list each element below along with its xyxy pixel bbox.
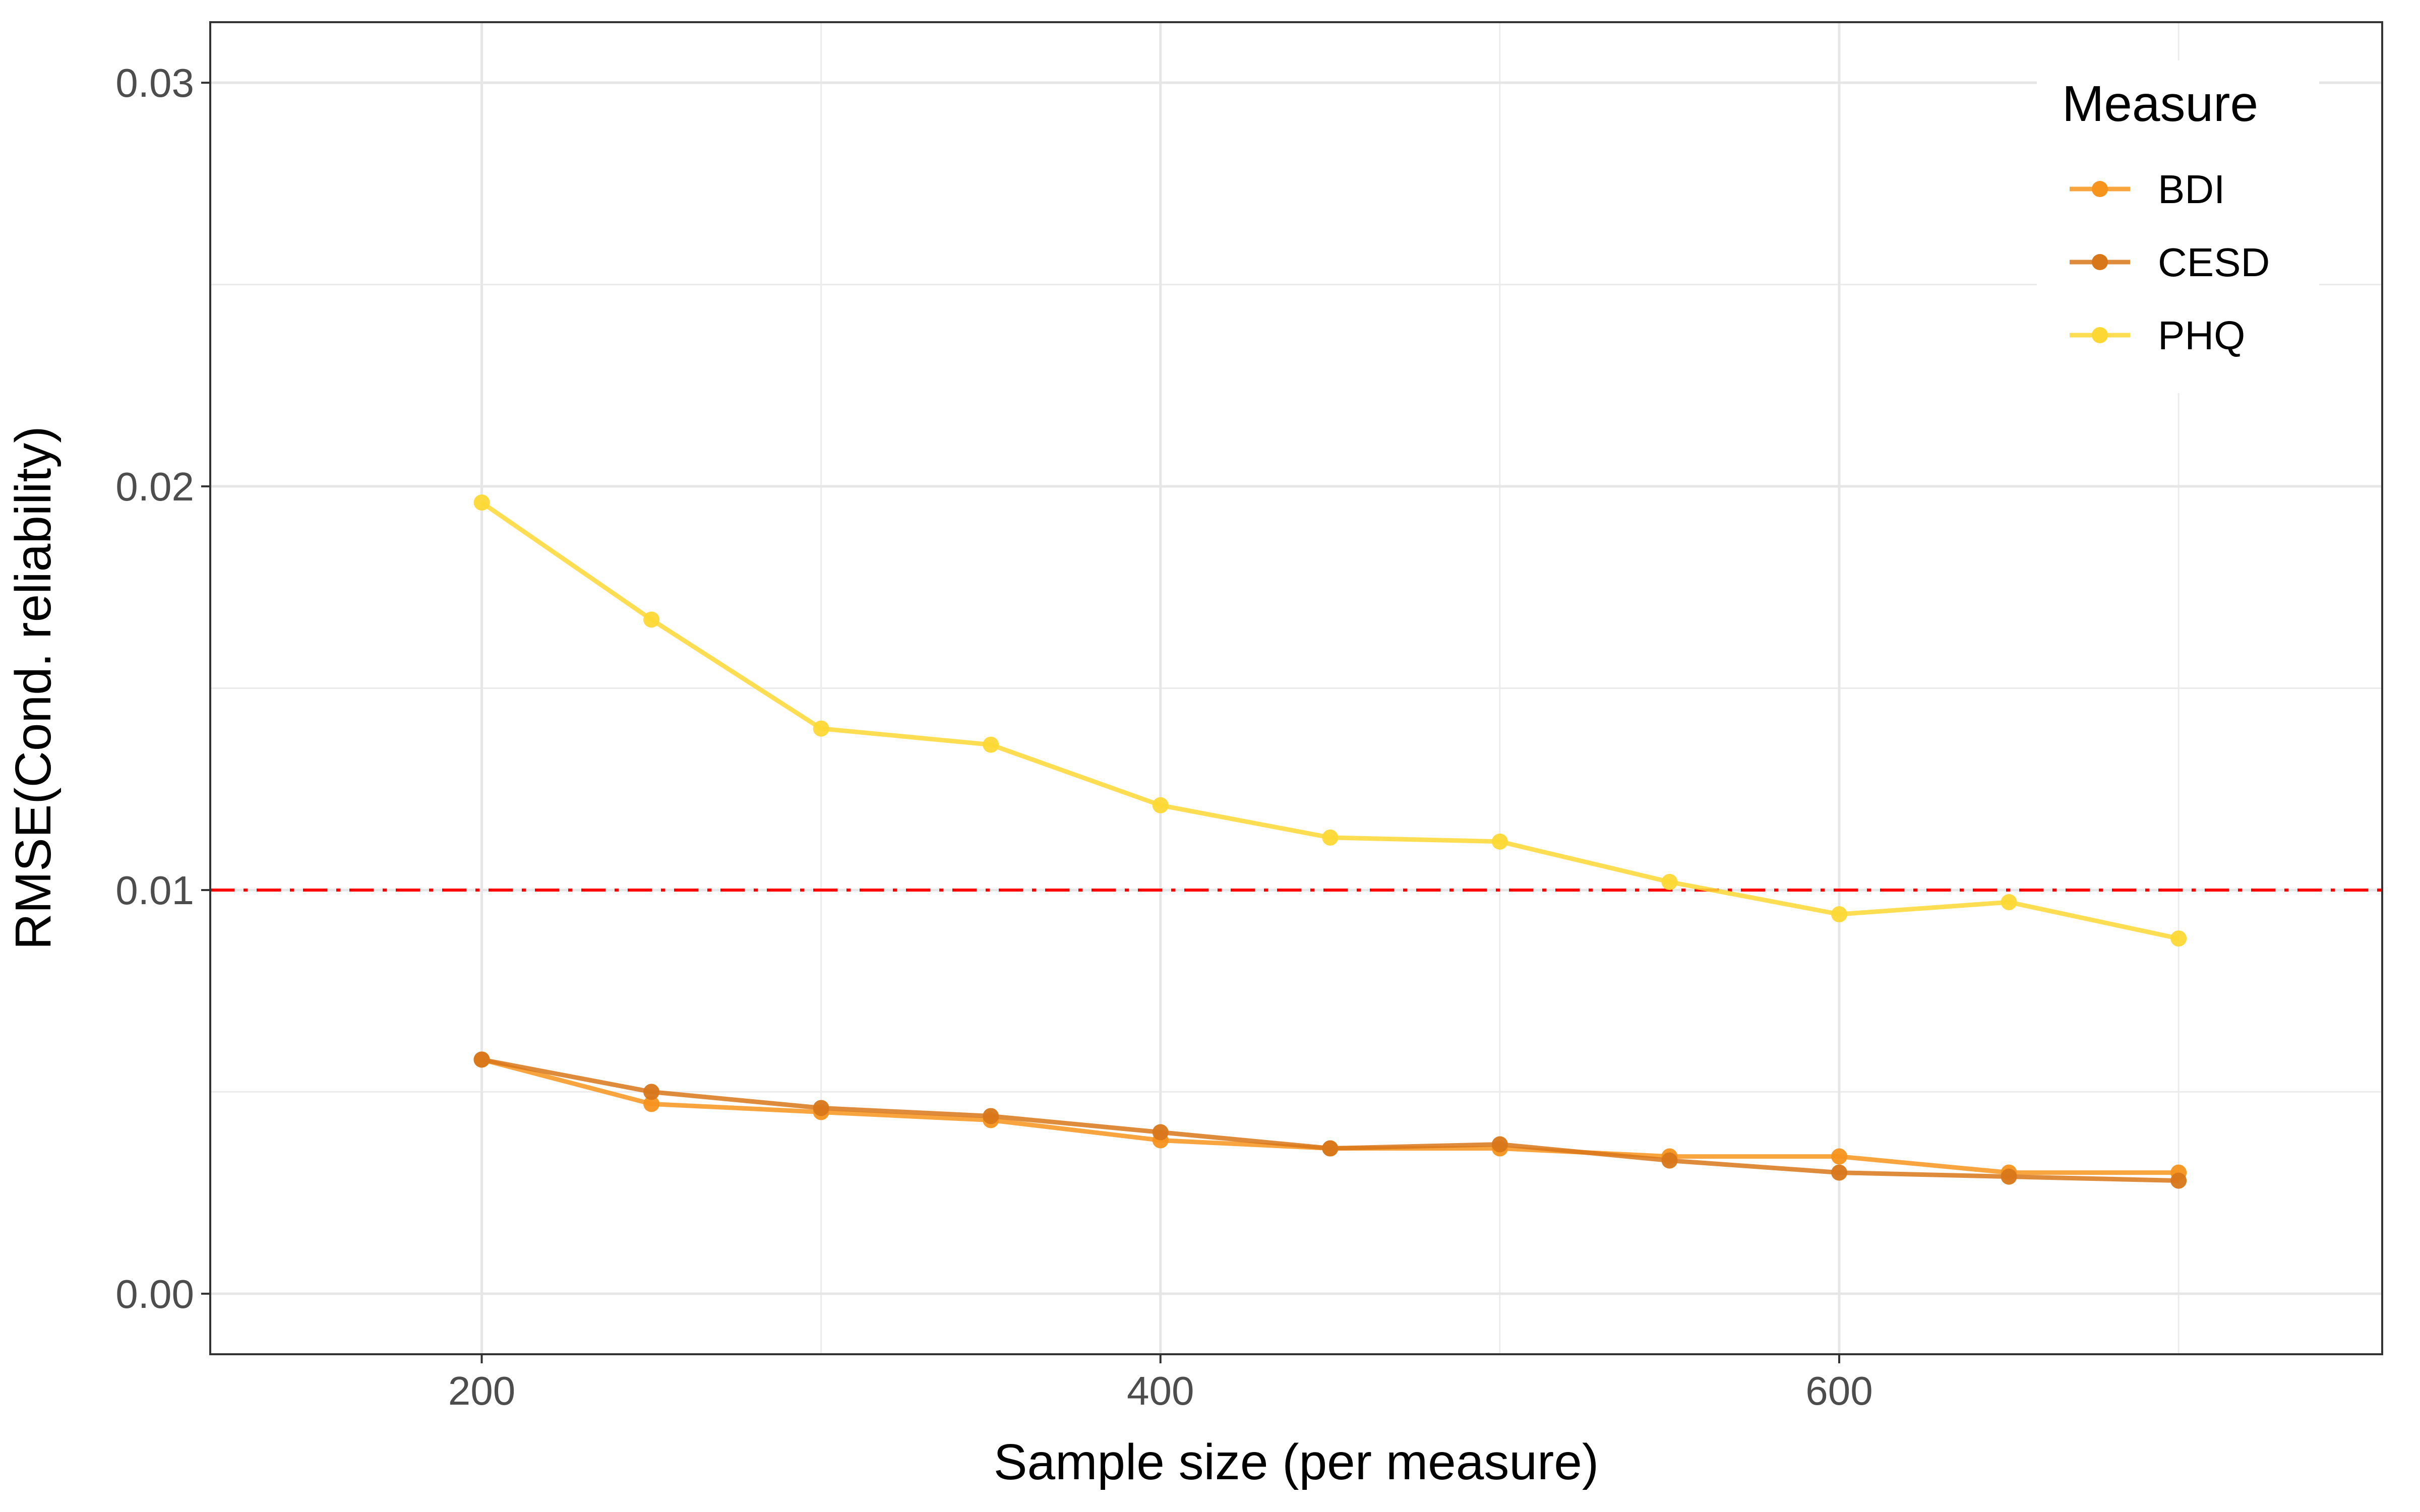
data-point-cesd <box>983 1108 999 1124</box>
data-point-phq <box>2170 930 2187 947</box>
legend-item-bdi: BDI <box>2070 167 2225 212</box>
minor-gridlines <box>210 22 2382 1354</box>
legend: Measure BDI CESD PHQ <box>2037 60 2319 393</box>
data-point-cesd <box>1661 1152 1678 1169</box>
data-point-cesd <box>1491 1136 1508 1153</box>
data-point-phq <box>1491 833 1508 850</box>
data-point-phq <box>2001 894 2017 910</box>
data-point-cesd <box>1322 1140 1339 1157</box>
legend-key-point <box>2092 181 2108 197</box>
y-axis-title: RMSE(Cond. reliability) <box>5 426 62 950</box>
data-point-phq <box>983 736 999 753</box>
data-point-phq <box>1831 906 1847 923</box>
y-tick-label: 0.00 <box>115 1272 194 1316</box>
data-point-cesd <box>643 1084 660 1100</box>
data-point-cesd <box>473 1051 490 1068</box>
data-point-bdi <box>1831 1148 1847 1165</box>
x-tick-label: 400 <box>1127 1368 1194 1413</box>
data-point-cesd <box>1831 1164 1847 1181</box>
x-tick-label: 600 <box>1805 1368 1872 1413</box>
series-layer <box>473 494 2187 1189</box>
legend-label: BDI <box>2158 167 2225 212</box>
data-point-cesd <box>813 1100 829 1116</box>
legend-key-point <box>2092 327 2108 343</box>
data-point-cesd <box>2170 1172 2187 1189</box>
y-axis: 0.00 0.01 0.02 0.03 <box>115 60 210 1316</box>
legend-background <box>2037 60 2319 393</box>
legend-key-point <box>2092 254 2108 270</box>
y-tick-label: 0.03 <box>115 60 194 105</box>
series-phq <box>473 494 2187 947</box>
legend-item-cesd: CESD <box>2070 240 2270 285</box>
x-axis-title: Sample size (per measure) <box>994 1434 1599 1490</box>
legend-label: PHQ <box>2158 313 2245 358</box>
x-tick-label: 200 <box>448 1368 515 1413</box>
data-point-phq <box>1661 873 1678 890</box>
x-axis: 200 400 600 <box>448 1354 1873 1413</box>
legend-item-phq: PHQ <box>2070 313 2245 358</box>
legend-items: BDI CESD PHQ <box>2070 167 2270 358</box>
data-point-phq <box>643 611 660 628</box>
y-tick-label: 0.01 <box>115 868 194 913</box>
data-point-cesd <box>1152 1124 1169 1141</box>
y-tick-label: 0.02 <box>115 464 194 509</box>
plot-border <box>209 21 2383 1355</box>
legend-label: CESD <box>2158 240 2270 285</box>
legend-title: Measure <box>2062 76 2258 132</box>
data-point-phq <box>473 494 490 511</box>
series-cesd <box>473 1051 2187 1189</box>
data-point-phq <box>1152 797 1169 813</box>
data-point-phq <box>1322 829 1339 846</box>
data-point-phq <box>813 720 829 737</box>
data-point-bdi <box>643 1096 660 1112</box>
data-point-cesd <box>2001 1168 2017 1185</box>
